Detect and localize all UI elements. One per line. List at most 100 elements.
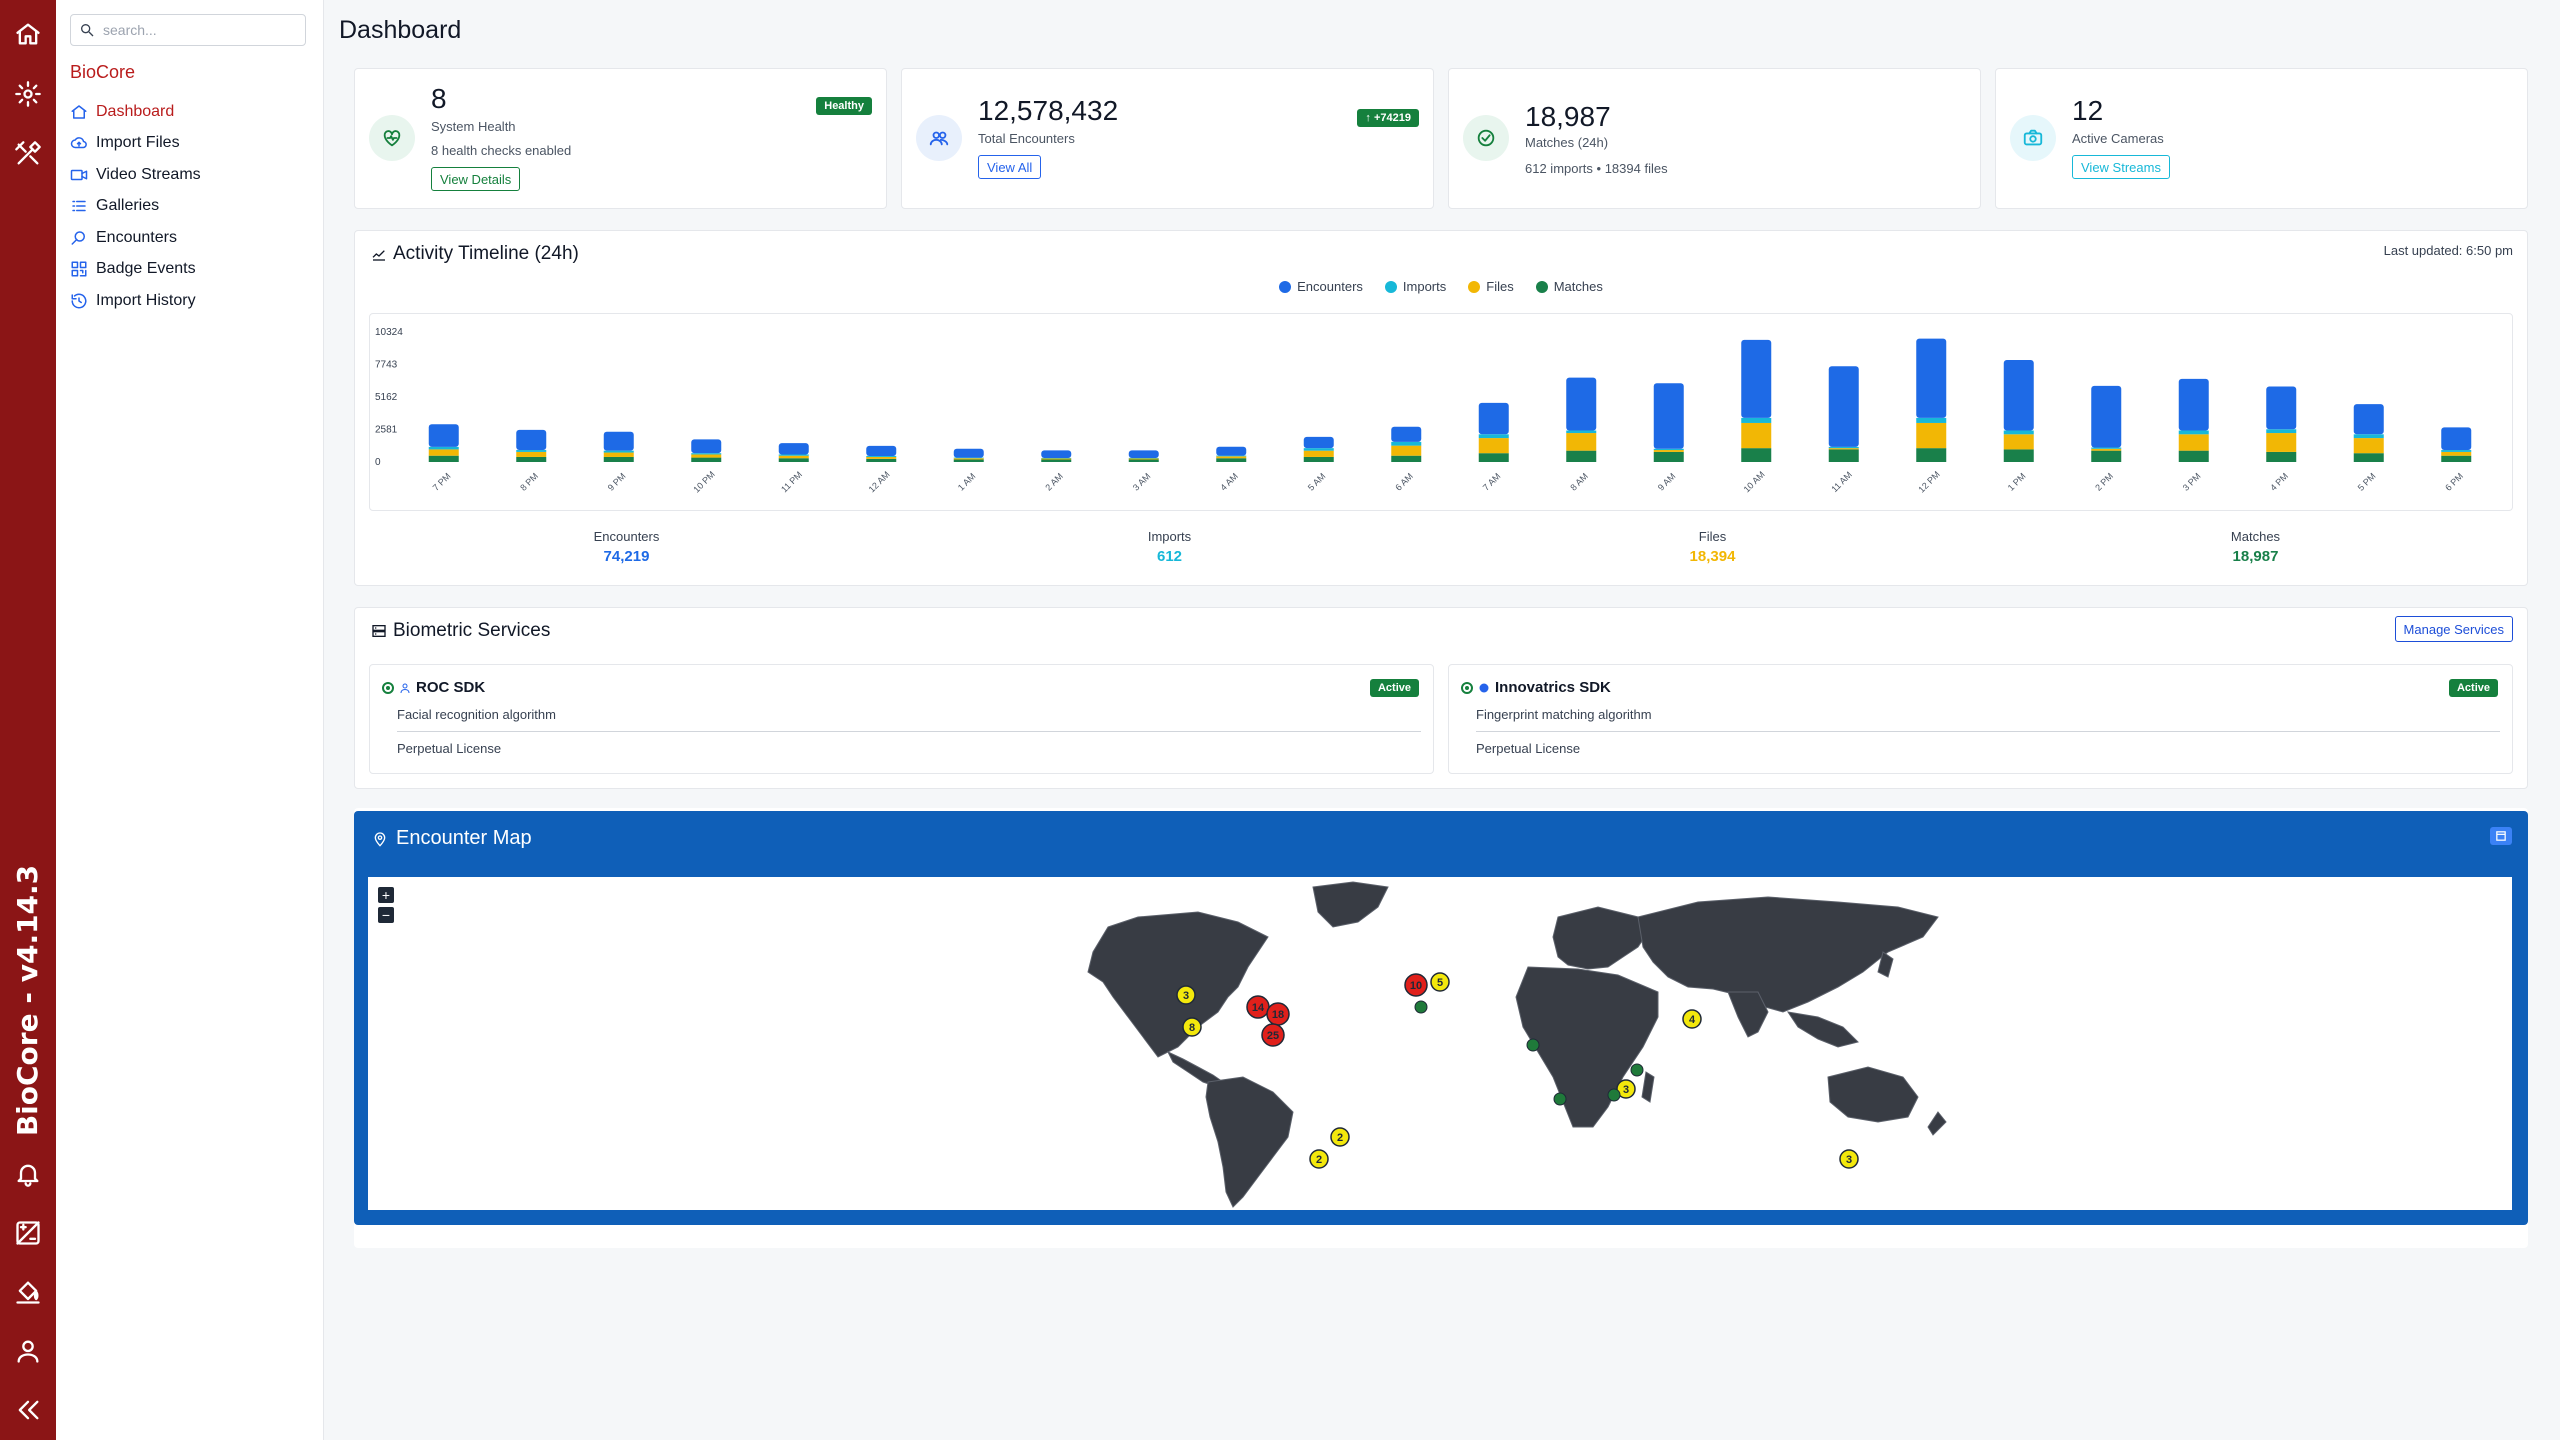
bar-encounters[interactable] [1653, 383, 1684, 449]
sidebar-item-video-streams[interactable]: Video Streams [70, 159, 310, 191]
bar-imports[interactable] [1041, 457, 1072, 459]
bar-imports[interactable] [691, 453, 722, 455]
bar-encounters[interactable] [2091, 385, 2122, 448]
legend-item[interactable]: Encounters [1279, 279, 1363, 294]
bar-encounters[interactable] [1916, 338, 1947, 418]
bar-encounters[interactable] [1828, 366, 1859, 447]
bar-files[interactable] [1391, 445, 1422, 456]
collapse-icon[interactable] [14, 1396, 42, 1424]
bar-matches[interactable] [1216, 458, 1247, 462]
sidebar-item-import-files[interactable]: Import Files [70, 128, 310, 160]
bar-matches[interactable] [691, 457, 722, 462]
bar-imports[interactable] [1741, 417, 1772, 423]
bar-encounters[interactable] [2003, 360, 2034, 431]
bar-imports[interactable] [2003, 430, 2034, 435]
bar-encounters[interactable] [428, 424, 459, 447]
bar-imports[interactable] [2266, 429, 2297, 434]
bar-matches[interactable] [866, 458, 897, 462]
map-cluster-marker[interactable] [1430, 972, 1450, 992]
map-cluster-marker[interactable] [1330, 1127, 1350, 1147]
bar-files[interactable] [2441, 451, 2472, 456]
bar-imports[interactable] [1128, 457, 1159, 459]
bar-encounters[interactable] [2266, 386, 2297, 430]
expand-icon[interactable] [2490, 827, 2512, 845]
home-icon[interactable] [14, 20, 42, 48]
bar-imports[interactable] [2178, 430, 2209, 435]
bar-files[interactable] [1128, 458, 1159, 460]
bar-matches[interactable] [1653, 451, 1684, 462]
gear-icon[interactable] [14, 80, 42, 108]
sidebar-item-galleries[interactable]: Galleries [70, 191, 310, 223]
bar-encounters[interactable] [1041, 450, 1072, 458]
sidebar-item-import-history[interactable]: Import History [70, 285, 310, 317]
bar-files[interactable] [778, 455, 809, 459]
tools-icon[interactable] [14, 140, 42, 168]
bar-encounters[interactable] [2441, 427, 2472, 451]
bar-encounters[interactable] [1128, 450, 1159, 458]
bar-encounters[interactable] [2353, 404, 2384, 435]
bar-matches[interactable] [2266, 451, 2297, 462]
bar-files[interactable] [428, 449, 459, 456]
legend-item[interactable]: Matches [1535, 279, 1603, 294]
bar-encounters[interactable] [866, 445, 897, 456]
bar-matches[interactable] [2003, 449, 2034, 462]
bar-imports[interactable] [2353, 434, 2384, 439]
map-point-marker[interactable] [1414, 1000, 1428, 1014]
bar-files[interactable] [516, 451, 547, 457]
search-input[interactable] [103, 22, 293, 38]
bar-files[interactable] [1216, 456, 1247, 459]
map-cluster-marker[interactable] [1839, 1149, 1859, 1169]
bar-matches[interactable] [2441, 455, 2472, 462]
bell-icon[interactable] [14, 1160, 42, 1188]
bar-imports[interactable] [866, 455, 897, 457]
view-streams-button[interactable]: View Streams [2072, 155, 2170, 179]
bar-matches[interactable] [2178, 450, 2209, 462]
bar-matches[interactable] [2353, 453, 2384, 462]
bar-matches[interactable] [516, 456, 547, 462]
map-point-marker[interactable] [1607, 1088, 1621, 1102]
sidebar-item-badge-events[interactable]: Badge Events [70, 254, 310, 286]
map-cluster-marker[interactable] [1309, 1149, 1329, 1169]
bar-matches[interactable] [1916, 448, 1947, 462]
bar-files[interactable] [2091, 448, 2122, 451]
bar-imports[interactable] [1391, 441, 1422, 446]
bar-encounters[interactable] [1391, 426, 1422, 442]
bar-matches[interactable] [2091, 450, 2122, 462]
legend-item[interactable]: Imports [1384, 279, 1446, 294]
map-cluster-marker[interactable] [1616, 1079, 1636, 1099]
bar-encounters[interactable] [691, 439, 722, 454]
bar-files[interactable] [1303, 450, 1334, 457]
bar-matches[interactable] [1478, 453, 1509, 462]
bar-files[interactable] [2178, 434, 2209, 451]
bar-files[interactable] [1653, 450, 1684, 452]
bar-encounters[interactable] [516, 429, 547, 451]
bar-imports[interactable] [1653, 448, 1684, 451]
map-point-marker[interactable] [1553, 1092, 1567, 1106]
bar-imports[interactable] [778, 454, 809, 456]
bar-encounters[interactable] [1741, 339, 1772, 418]
bar-matches[interactable] [1041, 459, 1072, 462]
bar-imports[interactable] [1216, 455, 1247, 457]
bar-imports[interactable] [1566, 430, 1597, 434]
bar-files[interactable] [1916, 422, 1947, 449]
bar-files[interactable] [1828, 448, 1859, 450]
bar-matches[interactable] [428, 455, 459, 462]
zoom-out-button[interactable]: − [378, 907, 394, 923]
bar-imports[interactable] [516, 450, 547, 452]
bar-imports[interactable] [1478, 434, 1509, 439]
bar-encounters[interactable] [1303, 436, 1334, 449]
bar-imports[interactable] [2091, 447, 2122, 449]
bar-imports[interactable] [1916, 417, 1947, 423]
bar-encounters[interactable] [2178, 378, 2209, 431]
bar-imports[interactable] [2441, 450, 2472, 452]
map-point-marker[interactable] [1526, 1038, 1540, 1052]
user-icon[interactable] [14, 1337, 42, 1365]
bar-matches[interactable] [1128, 459, 1159, 462]
bar-imports[interactable] [603, 450, 634, 453]
zoom-in-button[interactable]: + [378, 887, 394, 903]
service-card-innovatrics[interactable]: Innovatrics SDK Active Fingerprint match… [1448, 664, 2513, 774]
bar-imports[interactable] [1303, 448, 1334, 451]
bar-encounters[interactable] [1566, 377, 1597, 431]
bar-matches[interactable] [953, 459, 984, 462]
sidebar-item-encounters[interactable]: Encounters [70, 222, 310, 254]
